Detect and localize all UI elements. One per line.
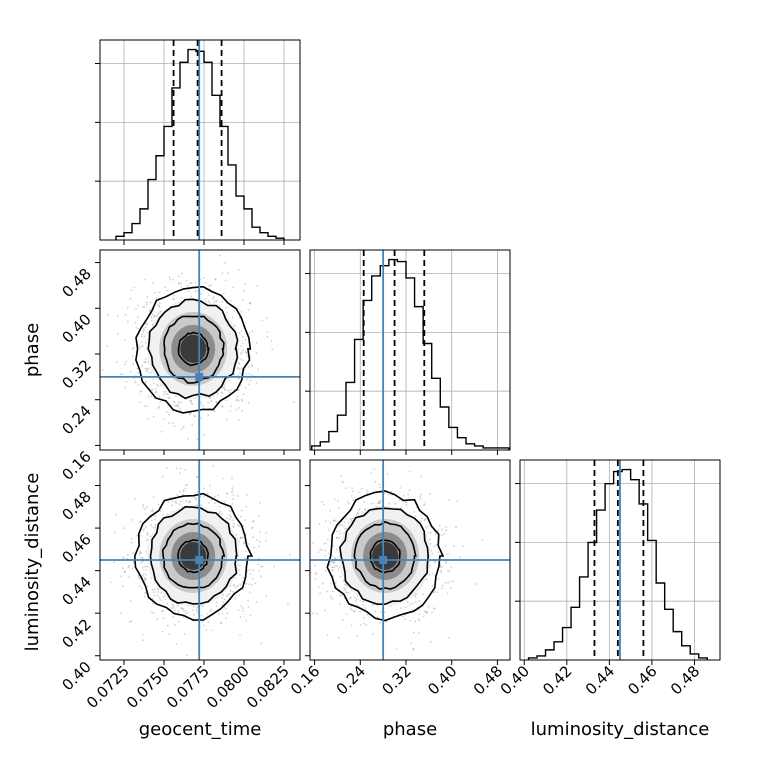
xlabel-phase: phase [383,719,437,740]
xlabel-geocent-time: geocent_time [139,719,262,740]
x-tick-label-phase-2: 0.32 [378,662,414,698]
y-tick-label-phase-2: 0.32 [58,356,94,392]
panel-phase-luminosity_distance: 0.16 0.24 0.32 0.40 0.48 [287,459,511,698]
panel-frame [309,249,511,451]
panel-frame [309,459,511,661]
contour-2 [339,507,430,605]
x-tick-label-geocent_time-2: 0.0775 [163,662,213,712]
y-tick-label-luminosity_distance-1: 0.42 [58,615,94,651]
x-tick-label-geocent_time-3: 0.0800 [203,662,253,712]
x-tick-label-phase-1: 0.24 [333,662,369,698]
y-tick-label-phase-1: 0.24 [58,402,94,438]
x-tick-label-luminosity_distance-4: 0.48 [667,662,703,698]
panel-frame [99,39,301,241]
panel-frame [519,459,721,661]
contour-4 [177,331,211,367]
x-tick-label-luminosity_distance-3: 0.46 [624,662,660,698]
contour-2 [149,505,238,605]
ylabel-luminosity-distance: luminosity_distance [22,473,43,652]
panel-phase-phase [305,249,511,455]
x-tick-label-luminosity_distance-2: 0.44 [582,662,618,698]
contour-1 [135,285,252,414]
y-tick-label-phase-4: 0.48 [58,265,94,301]
contour-1 [326,490,445,622]
x-tick-label-phase-3: 0.40 [424,662,460,698]
x-tick-label-luminosity_distance-0: 0.40 [497,662,533,698]
contour-1 [133,492,254,621]
panel-luminosity_distance-luminosity_distance: 0.40 0.42 0.44 0.46 0.48 [497,459,721,698]
panel-background [310,250,510,450]
injection-marker [379,556,388,564]
contour-3 [163,315,225,384]
ylabel-phase: phase [22,323,43,377]
x-tick-label-geocent_time-1: 0.0750 [123,662,173,712]
histogram-phase [311,258,510,450]
y-tick-label-luminosity_distance-0: 0.40 [58,658,94,694]
contour-4 [176,539,210,574]
contour-4 [369,539,401,574]
y-tick-label-luminosity_distance-3: 0.46 [58,530,94,566]
contour-3 [161,522,226,589]
injection-marker [195,556,204,564]
panel-frame [99,459,301,661]
panel-geocent_time-phase: 0.16 0.24 0.32 0.40 0.48 [58,249,301,484]
x-tick-label-phase-0: 0.16 [287,662,323,698]
contour-2 [147,298,239,400]
contour-3 [353,520,417,590]
xlabel-luminosity-distance: luminosity_distance [531,719,710,740]
injection-marker [195,372,204,381]
panel-geocent_time-luminosity_distance: 0.07250.07500.07750.08000.08250.400.420.… [58,459,301,712]
x-tick-label-geocent_time-4: 0.0825 [243,662,293,712]
y-tick-label-luminosity_distance-4: 0.48 [58,488,94,524]
panel-geocent_time-geocent_time [95,39,301,245]
panel-frame [99,249,301,451]
y-tick-label-phase-3: 0.40 [58,310,94,346]
x-tick-label-luminosity_distance-1: 0.42 [539,662,575,698]
y-tick-label-phase-0: 0.16 [58,448,94,484]
density-level-4 [180,334,207,363]
y-tick-label-luminosity_distance-2: 0.44 [58,573,94,609]
